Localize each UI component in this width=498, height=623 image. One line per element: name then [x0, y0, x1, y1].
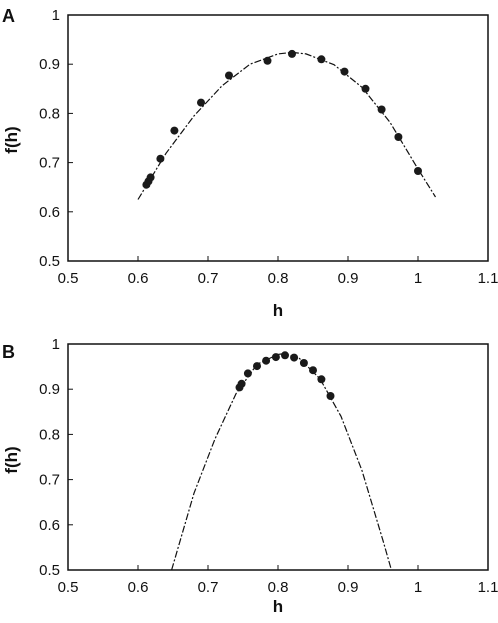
data-point [262, 356, 271, 365]
data-point [237, 379, 246, 388]
panel-a-label: A [2, 6, 15, 26]
panel-b: B 0.5 0.6 0.7 0.8 0.9 1 0.5 0.6 0.7 0.8 0.9 1 1.1 h… [2, 336, 498, 616]
y-tick-label: 0.9 [39, 56, 60, 73]
panel-a-fit-curve [137, 51, 437, 200]
data-point [414, 167, 422, 175]
data-point [288, 49, 296, 58]
panel-b-y-axis-label: f(h) [2, 446, 21, 473]
data-point [170, 126, 179, 135]
x-tick-label: 0.8 [268, 270, 289, 287]
panel-b-x-tick-labels: 0.5 0.6 0.7 0.8 0.9 1 1.1 [58, 565, 498, 596]
x-tick-label: 0.7 [198, 579, 219, 596]
x-tick-label: 1.1 [478, 270, 498, 287]
y-tick-label: 0.5 [39, 562, 60, 579]
data-point [156, 154, 165, 163]
data-point [394, 133, 403, 141]
panel-b-data-points [235, 351, 335, 400]
data-point [225, 71, 233, 80]
panel-a: A 0.5 0.6 0.7 0.8 0.9 1 0.5 0.6 0.7 0.8 0.9 1 1.1 h… [2, 6, 498, 320]
x-tick-label: 1.1 [478, 579, 498, 596]
panel-b-x-axis-label: h [273, 597, 283, 616]
panel-a-y-tick-labels: 0.5 0.6 0.7 0.8 0.9 1 [39, 7, 73, 270]
panel-b-fit-curve [171, 353, 392, 571]
y-tick-label: 1 [52, 336, 60, 353]
x-tick-label: 0.7 [198, 270, 219, 287]
panel-a-plot-frame [67, 14, 489, 262]
x-tick-label: 0.8 [268, 579, 289, 596]
y-tick-label: 0.8 [39, 426, 60, 443]
data-point [361, 84, 370, 93]
fit-curve-line [137, 51, 437, 200]
x-tick-label: 0.5 [58, 579, 79, 596]
y-tick-label: 0.6 [39, 517, 60, 534]
y-tick-label: 0.5 [39, 253, 60, 270]
fit-curve-line [171, 353, 392, 571]
data-point [326, 392, 335, 400]
panel-a-data-points [142, 49, 422, 189]
panel-b-label: B [2, 342, 15, 362]
x-tick-label: 0.6 [128, 270, 149, 287]
x-tick-label: 0.9 [338, 579, 359, 596]
x-tick-label: 0.9 [338, 270, 359, 287]
y-tick-label: 0.7 [39, 472, 60, 489]
data-point [299, 359, 308, 367]
data-point [253, 362, 261, 371]
x-tick-label: 1 [414, 579, 422, 596]
data-point [317, 375, 326, 384]
data-point [281, 351, 289, 360]
data-point [377, 105, 386, 114]
y-tick-label: 0.9 [39, 381, 60, 398]
x-tick-label: 1 [414, 270, 422, 287]
y-tick-label: 0.6 [39, 204, 60, 221]
data-point [340, 67, 349, 76]
data-point [271, 353, 280, 362]
x-tick-label: 0.5 [58, 270, 79, 287]
data-point [146, 173, 155, 182]
data-point [197, 98, 205, 107]
y-tick-label: 1 [52, 7, 60, 24]
data-point [263, 56, 272, 65]
data-point [290, 353, 299, 362]
panel-a-x-axis-label: h [273, 301, 283, 320]
data-point [243, 369, 252, 378]
panel-a-y-axis-label: f(h) [2, 126, 21, 153]
data-point [317, 55, 326, 64]
panel-b-y-tick-labels: 0.5 0.6 0.7 0.8 0.9 1 [39, 336, 73, 579]
panel-a-x-tick-labels: 0.5 0.6 0.7 0.8 0.9 1 1.1 [58, 256, 498, 287]
panel-b-plot-frame [67, 343, 489, 571]
x-tick-label: 0.6 [128, 579, 149, 596]
y-tick-label: 0.8 [39, 105, 60, 122]
data-point [309, 366, 317, 375]
y-tick-label: 0.7 [39, 155, 60, 172]
